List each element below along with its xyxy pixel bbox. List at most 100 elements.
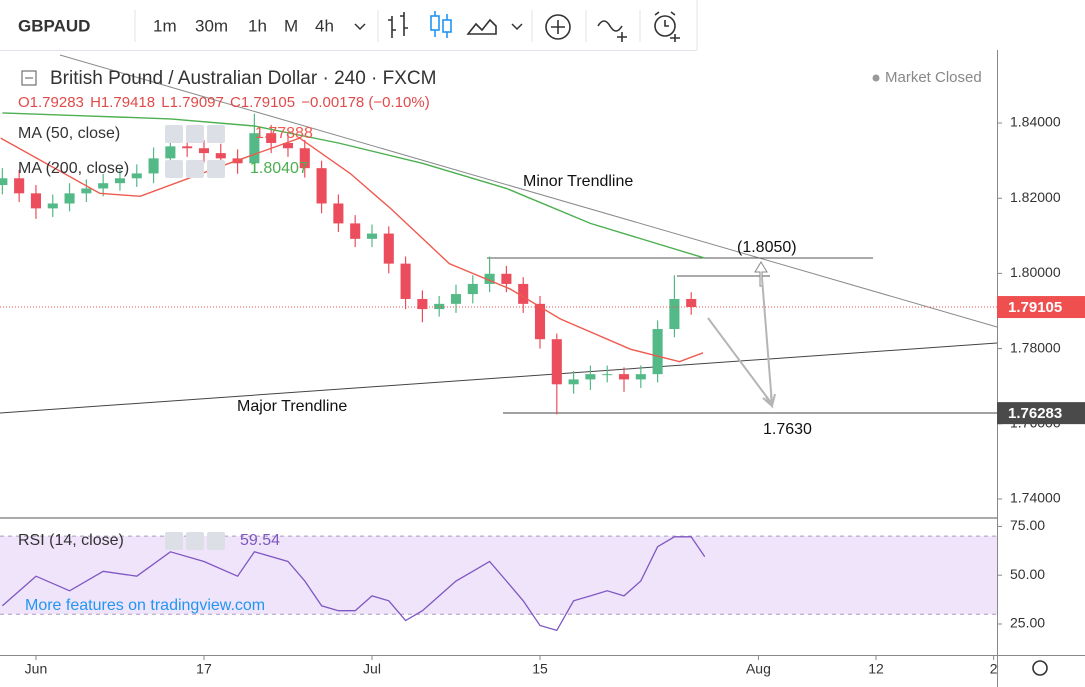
candle-body xyxy=(484,273,495,284)
legend-button xyxy=(186,532,204,550)
marker-label-box xyxy=(997,402,1085,425)
dropdown-icon[interactable] xyxy=(511,23,523,31)
x-tick-label: 15 xyxy=(532,661,548,677)
candle-body xyxy=(333,203,344,224)
candle-body xyxy=(669,298,680,330)
candle-body xyxy=(182,146,193,149)
candle-body xyxy=(501,273,512,284)
candle-body xyxy=(686,298,697,308)
indicator-title: RSI (14, close) xyxy=(18,532,124,549)
y-tick-label: 1.80000 xyxy=(1010,264,1061,280)
candle-body xyxy=(602,374,613,376)
interval[interactable]: 30m xyxy=(195,16,228,35)
ohlc-close: C1.79105 xyxy=(230,94,295,111)
candle-body xyxy=(434,303,445,310)
candle-body xyxy=(81,188,92,194)
legend-value: 1.80407 xyxy=(250,160,308,177)
candle-body xyxy=(400,263,411,299)
legend-button xyxy=(186,160,204,178)
indicators-icon[interactable] xyxy=(597,20,627,42)
toolbar: GBPAUD 1m 30m 1h M 4h xyxy=(0,0,698,51)
x-tick-label: 17 xyxy=(196,661,212,677)
ohlc-low: L1.79097 xyxy=(161,94,224,111)
candle-body xyxy=(249,133,260,164)
settings-icon xyxy=(1032,660,1048,676)
legend-button xyxy=(207,125,225,143)
legend-button xyxy=(207,532,225,550)
x-tick-label: Jun xyxy=(25,661,48,677)
market-status: Market Closed xyxy=(885,69,982,86)
y-tick-label: 1.82000 xyxy=(1010,189,1061,205)
x-tick-label: 2 xyxy=(990,661,998,677)
price-label-box xyxy=(997,296,1085,319)
candle-body xyxy=(64,193,75,204)
candle-body xyxy=(299,148,310,169)
marker-label: 1.76283 xyxy=(1008,405,1062,422)
annotation: Minor Trendline xyxy=(523,173,633,190)
interval[interactable]: M xyxy=(284,16,298,35)
ohlc-change: −0.00178 (−0.10%) xyxy=(301,94,429,111)
interval[interactable]: 1m xyxy=(153,16,177,35)
drawings xyxy=(0,54,998,414)
candle-body xyxy=(551,339,562,385)
candle-body xyxy=(366,233,378,239)
alert-icon[interactable] xyxy=(654,11,680,42)
interval[interactable]: 4h xyxy=(315,16,334,35)
promo-link[interactable]: More features on tradingview.com xyxy=(25,597,265,614)
candle-body xyxy=(635,374,646,380)
candle-body xyxy=(316,168,327,204)
candle-body xyxy=(467,283,478,295)
collapse-icon[interactable] xyxy=(21,70,37,86)
candle-style-icon[interactable] xyxy=(430,11,452,38)
area-style-icon[interactable] xyxy=(466,18,497,35)
legend-button xyxy=(165,160,183,178)
candle-body xyxy=(215,153,226,159)
candle-body xyxy=(350,223,361,239)
y-tick-label: 1.74000 xyxy=(1010,490,1061,506)
interval[interactable]: 1h xyxy=(248,16,267,35)
minor-trendline xyxy=(59,54,998,328)
candle-body xyxy=(266,133,277,143)
annotation: (1.8050) xyxy=(737,239,797,256)
x-tick-label: 12 xyxy=(868,661,884,677)
legend-value: 1.77888 xyxy=(255,125,313,142)
annotation: Major Trendline xyxy=(237,398,347,415)
candle-body xyxy=(282,142,294,149)
down-arrows xyxy=(707,277,776,409)
x-tick-label: Jul xyxy=(363,661,381,677)
candle-body xyxy=(534,303,546,340)
ohlc-high: H1.79418 xyxy=(90,94,155,111)
candle-body xyxy=(518,283,529,304)
y-tick-label: 1.78000 xyxy=(1010,339,1061,355)
y-tick-label: 25.00 xyxy=(1010,615,1045,631)
legend-entry: MA (50, close) xyxy=(18,125,120,142)
x-tick-label: Aug xyxy=(746,661,771,677)
candle-body xyxy=(383,233,394,264)
legend-button xyxy=(207,160,225,178)
candle-body xyxy=(114,178,126,184)
bar-style-icon[interactable] xyxy=(388,12,408,38)
candle-body xyxy=(131,173,142,179)
compare-icon[interactable] xyxy=(545,14,571,40)
y-tick-label: 50.00 xyxy=(1010,566,1045,582)
legend-value: 59.54 xyxy=(240,532,280,549)
legend-button xyxy=(186,125,204,143)
legend-button xyxy=(165,532,183,550)
candle-body xyxy=(450,294,462,304)
candle-body xyxy=(585,374,596,380)
candle-body xyxy=(417,298,428,310)
moving-average xyxy=(2,112,705,259)
y-tick-label: 1.84000 xyxy=(1010,114,1061,130)
symbol[interactable]: GBPAUD xyxy=(18,16,90,35)
major-trendline xyxy=(0,342,998,414)
annotation: 1.7630 xyxy=(763,421,812,438)
candle-body xyxy=(618,374,630,380)
status-dot xyxy=(872,74,880,82)
candle-body xyxy=(30,193,41,209)
moving-average xyxy=(0,137,704,363)
legend-entry: MA (200, close) xyxy=(18,160,129,177)
candle-body xyxy=(148,158,159,174)
candle-body xyxy=(98,183,109,189)
dropdown-icon[interactable] xyxy=(354,23,366,31)
